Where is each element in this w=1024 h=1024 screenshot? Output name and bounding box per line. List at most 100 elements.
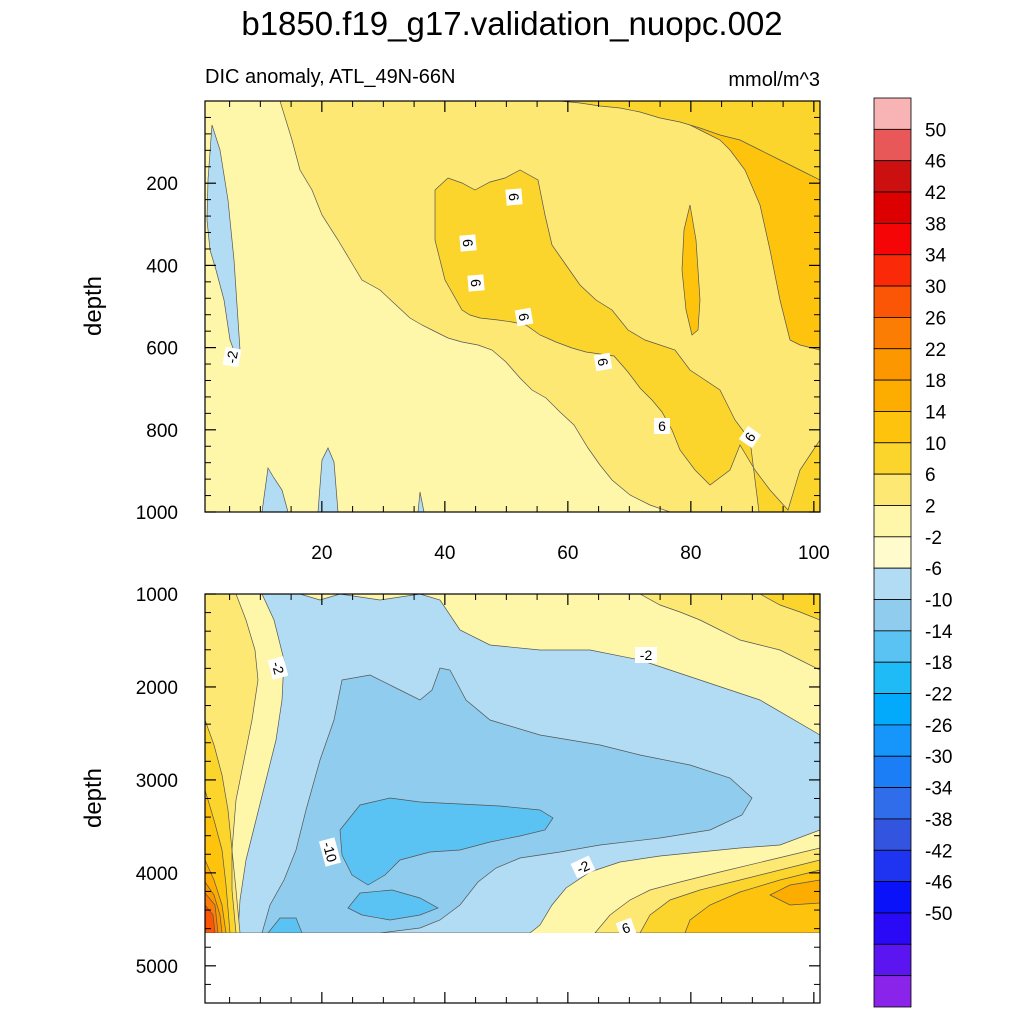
colorbar-swatch [873,818,912,851]
contour-label: 6 [514,307,534,327]
contour-label: -2 [570,855,596,879]
colorbar-label: 14 [925,402,947,423]
y-tick-label: 5000 [136,957,178,978]
fill-patch-minus14-3 [267,917,303,933]
colorbar-label: 50 [925,120,946,141]
upper-panel: 200 400 600 800 1000 20 40 60 80 100 -2 6 6 6 6 6… [80,100,830,564]
upper-ticks: 200 400 600 800 1000 20 40 60 80 100 [136,101,830,564]
colorbar-swatch [873,473,912,506]
chart-title: b1850.f19_g17.validation_nuopc.002 [241,5,782,42]
fill-band-10-14-right [684,869,820,933]
colorbar: 50 46 42 38 34 30 26 22 18 14 10 6 2 -2 -6 -10 -14 -18 -22… [873,97,953,1008]
colorbar-swatch [873,97,912,130]
y-tick-label: 3000 [136,771,178,792]
colorbar-swatch [873,348,912,381]
fill-patch-10-14-mid [681,204,701,336]
lower-ticks: 1000 2000 3000 4000 5000 [136,585,820,1004]
colorbar-swatch [873,724,912,757]
upper-contour-fill [205,101,820,512]
colorbar-swatch [873,943,912,977]
fill-patch-minus6-bottom1 [261,466,289,512]
contour-label: -2 [267,656,289,680]
svg-text:6: 6 [460,238,477,247]
x-tick-label: 20 [311,543,332,564]
y-tick-label: 600 [146,339,178,360]
contour-label: 6 [467,274,485,292]
colorbar-swatch [873,881,912,914]
colorbar-label: 18 [925,371,946,392]
x-tick-label: 100 [798,543,830,564]
colorbar-swatch [873,191,912,224]
colorbar-label: 38 [925,214,946,235]
contour-label: 6 [738,425,762,449]
colorbar-swatch [873,379,912,412]
fill-patch-minus14-2 [347,889,439,921]
colorbar-swatch [873,317,912,350]
contour-label: -2 [635,647,657,663]
colorbar-label: -30 [925,747,952,768]
fill-band-minus14-minus10 [339,797,554,886]
lower-y-axis-label: depth [80,768,107,828]
contour-label: -2 [222,346,242,368]
fill-patch-minus6-bottom3 [417,491,425,512]
colorbar-swatch [873,505,912,538]
colorbar-swatch [873,693,912,726]
lower-contour-labels: -2 -2 -2 -10 6 [267,647,657,939]
fill-band-2-6-top-right [639,594,820,671]
colorbar-swatch [873,599,912,632]
contour-label: 6 [505,188,523,206]
colorbar-swatch [873,630,912,663]
y-tick-label: 200 [146,174,178,195]
colorbar-label: -18 [925,653,952,674]
svg-text:6: 6 [515,312,532,323]
colorbar-label: 10 [925,434,946,455]
colorbar-label: -26 [925,716,952,737]
y-tick-label: 2000 [136,678,178,699]
x-tick-label: 60 [557,543,578,564]
colorbar-swatch [873,128,912,162]
svg-text:6: 6 [594,357,611,368]
colorbar-swatch [873,787,912,820]
colorbar-label: -14 [925,622,953,643]
colorbar-swatch [873,661,912,694]
contour-label: 6 [615,917,637,939]
svg-text:6: 6 [658,418,666,434]
colorbar-label: 46 [925,152,946,173]
colorbar-swatch [873,912,912,945]
svg-text:-2: -2 [269,660,288,676]
contour-label: 6 [459,234,477,252]
svg-text:-2: -2 [640,647,653,663]
contour-label: 6 [654,418,670,434]
fill-band-6-10 [434,101,820,512]
x-tick-label: 40 [434,543,455,564]
svg-text:-10: -10 [320,840,341,864]
colorbar-swatch [873,285,912,318]
colorbar-swatch [873,975,912,1008]
colorbar-label: -10 [925,591,952,612]
fill-band-minus2-2 [205,101,671,512]
x-tick-label: 80 [680,543,701,564]
colorbar-label: 2 [925,496,936,517]
colorbar-swatch [873,536,912,569]
y-tick-label: 4000 [136,864,178,885]
contour-label: -10 [318,837,342,867]
colorbar-label: 26 [925,308,946,329]
lower-contour-fill [205,594,820,933]
upper-contour-labels: -2 6 6 6 6 6 6 6 [222,188,762,449]
colorbar-label: 6 [925,465,936,486]
colorbar-label: -46 [925,873,952,894]
colorbar-swatch [873,160,912,193]
y-tick-label: 400 [146,256,178,277]
colorbar-swatch [873,755,912,788]
colorbar-label: -38 [925,810,952,831]
colorbar-label: 30 [925,277,946,298]
fill-band-6-10-top-right [759,594,820,621]
fill-band-14-18-right [769,879,820,906]
colorbar-swatch [873,222,912,256]
colorbar-swatch [873,411,912,444]
svg-text:6: 6 [506,192,523,201]
svg-text:-2: -2 [223,349,241,364]
y-tick-label: 800 [146,421,178,442]
y-tick-label: 1000 [136,503,178,524]
